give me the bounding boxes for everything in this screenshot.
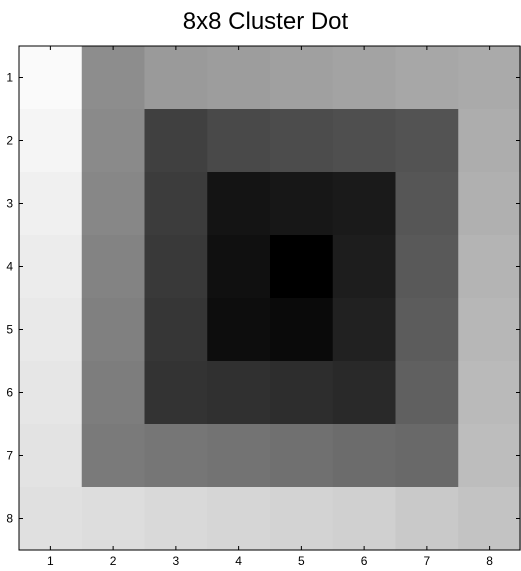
heatmap-cell	[207, 298, 271, 362]
heatmap-cell	[395, 361, 459, 425]
x-tick-label: 8	[486, 554, 493, 568]
heatmap-cell	[144, 235, 208, 299]
heatmap-cell	[395, 235, 459, 299]
heatmap-cell	[207, 46, 271, 110]
heatmap-cell	[207, 235, 271, 299]
heatmap-cell	[332, 487, 397, 551]
heatmap-cell	[270, 298, 334, 362]
heatmap-cell	[144, 172, 208, 236]
heatmap-cell	[19, 298, 83, 362]
heatmap-cell	[19, 487, 83, 551]
heatmap-cell	[270, 487, 334, 551]
y-tick-label: 5	[6, 323, 13, 337]
heatmap-cell	[458, 361, 521, 425]
heatmap-cell	[395, 487, 459, 551]
heatmap-cell	[81, 46, 146, 110]
x-tick-label: 7	[424, 554, 431, 568]
heatmap-cell	[81, 361, 146, 425]
heatmap-cell	[270, 235, 334, 299]
heatmap-cell	[332, 109, 397, 173]
heatmap-cell	[458, 109, 521, 173]
heatmap-cell	[270, 46, 334, 110]
heatmap-cell	[332, 46, 397, 110]
heatmap-cell	[332, 424, 397, 488]
heatmap-cell	[458, 46, 521, 110]
heatmap-cell	[270, 361, 334, 425]
heatmap-cell	[144, 361, 208, 425]
axes-frame	[18, 45, 521, 551]
heatmap-cells	[19, 46, 521, 551]
y-tick-label: 6	[6, 386, 13, 400]
heatmap-cell	[458, 235, 521, 299]
x-tick-label: 4	[235, 554, 242, 568]
heatmap-cell	[81, 424, 146, 488]
heatmap-cell	[458, 487, 521, 551]
heatmap-cell	[458, 424, 521, 488]
heatmap-cell	[458, 298, 521, 362]
heatmap-cell	[332, 361, 397, 425]
y-tick-label: 2	[6, 134, 13, 148]
heatmap-cell	[81, 109, 146, 173]
heatmap-cell	[19, 109, 83, 173]
x-tick-label: 6	[361, 554, 368, 568]
heatmap-cell	[19, 46, 83, 110]
x-tick-label: 1	[47, 554, 54, 568]
heatmap-cell	[395, 109, 459, 173]
axis-ticks: 1 2 3 4 5 6 7 8 1 2 3 4 5 6 7 8	[6, 46, 520, 568]
heatmap-cell	[81, 298, 146, 362]
y-tick-label: 4	[6, 260, 13, 274]
heatmap-cell	[207, 424, 271, 488]
heatmap-cell	[332, 298, 397, 362]
heatmap-cell	[19, 361, 83, 425]
heatmap-cell	[81, 235, 146, 299]
y-tick-label: 1	[6, 71, 13, 85]
heatmap-cell	[207, 172, 271, 236]
heatmap-cell	[207, 487, 271, 551]
heatmap-cell	[19, 424, 83, 488]
heatmap-cell	[144, 424, 208, 488]
heatmap-cell	[270, 109, 334, 173]
heatmap-cell	[144, 109, 208, 173]
y-tick-label: 8	[6, 512, 13, 526]
heatmap-cell	[332, 172, 397, 236]
heatmap-cell	[207, 109, 271, 173]
heatmap-cell	[395, 424, 459, 488]
heatmap-cell	[458, 172, 521, 236]
x-tick-label: 3	[173, 554, 180, 568]
heatmap-cell	[81, 487, 146, 551]
chart-title: 8x8 Cluster Dot	[182, 8, 349, 35]
heatmap-cell	[332, 235, 397, 299]
heatmap-cell	[207, 361, 271, 425]
heatmap-cell	[19, 172, 83, 236]
x-tick-label: 2	[110, 554, 117, 568]
heatmap-cell	[144, 487, 208, 551]
heatmap-cell	[395, 172, 459, 236]
heatmap-cell	[19, 235, 83, 299]
heatmap-cell	[144, 298, 208, 362]
y-tick-label: 7	[6, 449, 13, 463]
y-tick-label: 3	[6, 197, 13, 211]
heatmap-cell	[144, 46, 208, 110]
x-tick-label: 5	[298, 554, 305, 568]
heatmap-cell	[270, 172, 334, 236]
heatmap-cell	[395, 298, 459, 362]
heatmap-cell	[270, 424, 334, 488]
heatmap-cell	[81, 172, 146, 236]
heatmap-cell	[395, 46, 459, 110]
